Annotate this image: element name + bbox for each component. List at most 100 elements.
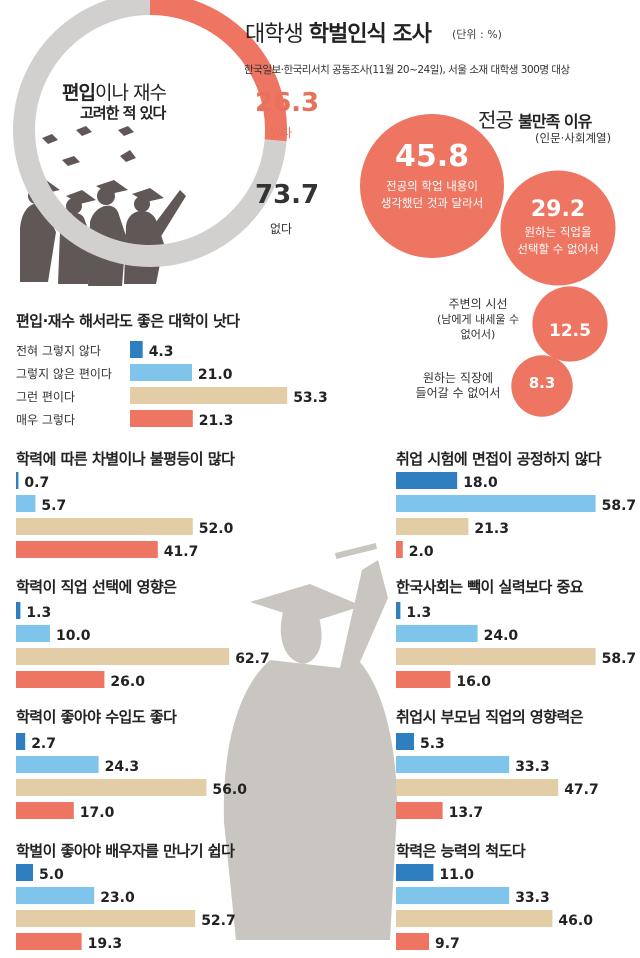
bar-chart-title-2: 편입·재수 해서라도 좋은 대학이 낫다 xyxy=(16,312,240,330)
bar-5-2 xyxy=(16,648,230,665)
bar-charts: 편입·재수 해서라도 좋은 대학이 낫다 4.3 전혀 그렇지 않다 21.0 그렇지 … xyxy=(16,312,636,952)
bar-8-0 xyxy=(396,733,414,750)
bubble-text-1-0: 원하는 직업을 xyxy=(524,225,591,239)
bar-4-1 xyxy=(396,495,596,512)
bar-value-2-0: 4.3 xyxy=(149,344,174,360)
donut-slice-yes xyxy=(149,0,288,142)
bar-value-3-1: 5.7 xyxy=(41,498,66,514)
donut-no-value: 73.7 xyxy=(255,180,320,210)
bubble-value-2: 12.5 xyxy=(549,321,591,341)
bar-value-6-0: 1.3 xyxy=(406,605,431,621)
bar-value-10-3: 9.7 xyxy=(435,936,460,952)
bar-2-3 xyxy=(130,410,193,427)
bar-chart-title-9: 학벌이 좋아야 배우자를 만나기 쉽다 xyxy=(16,842,235,860)
bubble-text-2-2: 없어서) xyxy=(461,328,496,341)
bar-10-2 xyxy=(396,910,553,927)
bar-value-5-0: 1.3 xyxy=(26,605,51,621)
bar-7-1 xyxy=(16,756,99,773)
bubble-0 xyxy=(360,114,504,258)
bar-6-1 xyxy=(396,625,478,642)
bar-4-2 xyxy=(396,518,469,535)
title-bold: 학벌인식 조사 xyxy=(308,22,432,47)
bar-value-9-2: 52.7 xyxy=(201,913,236,929)
donut-no-label: 없다 xyxy=(270,222,293,236)
bubble-text-1-1: 선택할 수 없어서 xyxy=(517,242,598,256)
page-title: 대학생 학벌인식 조사 xyxy=(245,16,432,48)
bubble-text-2-0: 주변의 시선 xyxy=(448,297,507,311)
bar-2-1 xyxy=(130,364,192,381)
bar-5-3 xyxy=(16,671,105,688)
bar-7-2 xyxy=(16,779,207,796)
bar-category-1: 그렇지 않은 편이다 xyxy=(16,366,112,381)
bar-6-2 xyxy=(396,648,596,665)
bar-value-9-0: 5.0 xyxy=(39,867,64,883)
bubble-value-3: 8.3 xyxy=(529,374,556,392)
bubble-chart-title: 전공 불만족 이유 xyxy=(478,104,592,133)
bar-3-2 xyxy=(16,518,193,535)
bar-chart-title-8: 취업시 부모님 직업의 영향력은 xyxy=(396,708,584,726)
bar-value-10-1: 33.3 xyxy=(515,890,550,906)
bubble-value-0: 45.8 xyxy=(395,139,469,174)
title-light: 대학생 xyxy=(245,22,304,47)
bar-value-4-1: 58.7 xyxy=(602,498,637,514)
donut-title-bold: 편입 xyxy=(62,82,96,104)
bubble-title-rest: 불만족 이유 xyxy=(518,112,592,131)
unit-label: (단위 : %) xyxy=(452,28,502,41)
donut-yes-label: 있다 xyxy=(270,126,293,140)
bar-value-2-1: 21.0 xyxy=(198,367,233,383)
bar-5-1 xyxy=(16,625,50,642)
bar-chart-title-6: 한국사회는 빽이 실력보다 중요 xyxy=(396,578,584,596)
bar-9-0 xyxy=(16,864,33,881)
bar-2-2 xyxy=(130,387,288,404)
bar-value-7-1: 24.3 xyxy=(105,759,140,775)
bar-category-0: 전혀 그렇지 않다 xyxy=(16,343,101,358)
bubble-1 xyxy=(500,170,616,286)
bar-9-3 xyxy=(16,933,82,950)
bar-9-2 xyxy=(16,910,196,927)
bubble-text-3-0: 원하는 직장에 xyxy=(423,371,493,385)
donut-title-rest: 이나 재수 xyxy=(94,82,167,104)
bar-8-1 xyxy=(396,756,510,773)
bar-5-0 xyxy=(16,602,21,619)
bar-value-8-2: 47.7 xyxy=(564,782,599,798)
bubble-text-2-1: (남에게 내세울 수 xyxy=(437,313,519,326)
bar-chart-title-3: 학력에 따른 차별이나 불평등이 많다 xyxy=(16,450,235,468)
bar-value-6-1: 24.0 xyxy=(484,628,519,644)
bar-value-3-0: 0.7 xyxy=(24,475,49,491)
bar-chart-title-10: 학력은 능력의 척도다 xyxy=(396,842,526,860)
bar-value-3-3: 41.7 xyxy=(164,544,199,560)
bar-category-2: 그런 편이다 xyxy=(16,390,75,404)
bar-10-3 xyxy=(396,933,429,950)
bar-value-5-2: 62.7 xyxy=(235,651,270,667)
bar-value-2-2: 53.3 xyxy=(293,390,328,406)
bar-value-4-2: 21.3 xyxy=(474,521,509,537)
bar-2-0 xyxy=(130,341,143,358)
bubble-2 xyxy=(532,286,608,362)
bar-3-0 xyxy=(16,472,19,489)
bar-value-10-0: 11.0 xyxy=(439,867,474,883)
bar-3-3 xyxy=(16,541,158,558)
graduate-silhouette-icon xyxy=(223,543,397,940)
bar-value-7-2: 56.0 xyxy=(212,782,247,798)
bar-value-9-3: 19.3 xyxy=(88,936,123,952)
bar-9-1 xyxy=(16,887,95,904)
donut-chart xyxy=(13,0,288,267)
bar-value-6-3: 16.0 xyxy=(456,674,491,690)
bar-value-2-3: 21.3 xyxy=(199,413,234,429)
bar-value-8-3: 13.7 xyxy=(449,805,484,821)
bar-4-0 xyxy=(396,472,458,489)
bar-value-8-1: 33.3 xyxy=(515,759,550,775)
bar-7-3 xyxy=(16,802,74,819)
bubble-value-1: 29.2 xyxy=(531,197,585,222)
donut-yes-value: 26.3 xyxy=(255,88,320,118)
bar-chart-title-4: 취업 시험에 면접이 공정하지 않다 xyxy=(396,450,602,468)
bar-10-0 xyxy=(396,864,434,881)
bubble-3 xyxy=(511,355,573,417)
bar-category-3: 매우 그렇다 xyxy=(16,412,75,427)
bar-value-7-0: 2.7 xyxy=(31,736,56,752)
bubble-text-3-1: 들어갈 수 없어서 xyxy=(416,386,501,400)
source-note: 한국일보·한국리서치 공동조사(11월 20~24일), 서울 소재 대학생 3… xyxy=(244,64,570,76)
